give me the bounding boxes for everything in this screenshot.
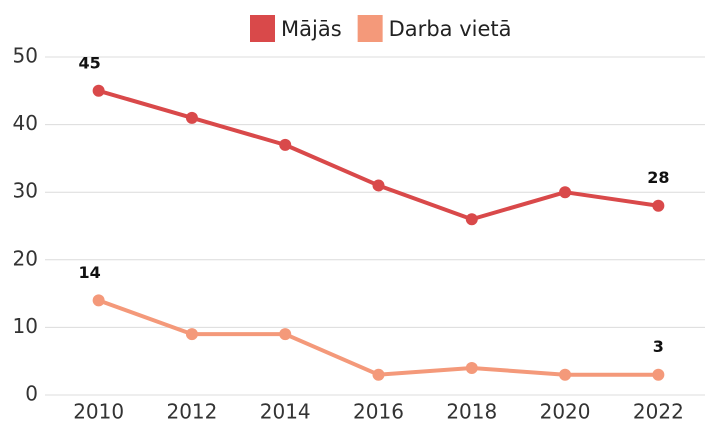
x-tick-label: 2012: [166, 400, 217, 424]
x-tick-label: 2022: [633, 400, 684, 424]
data-point: [279, 328, 292, 341]
data-point: [652, 199, 665, 212]
data-point: [652, 368, 665, 381]
data-point: [185, 328, 198, 341]
data-point: [559, 186, 572, 199]
legend-label: Mājās: [281, 17, 342, 41]
data-point: [465, 361, 478, 374]
data-label: 14: [79, 263, 101, 282]
y-tick-label: 10: [13, 314, 38, 338]
data-point: [559, 368, 572, 381]
data-label: 45: [79, 53, 101, 72]
data-point: [279, 138, 292, 151]
data-point: [92, 84, 105, 97]
data-label: 28: [647, 168, 669, 187]
data-point: [185, 111, 198, 124]
legend-label: Darba vietā: [389, 17, 512, 41]
y-tick-label: 40: [13, 111, 38, 135]
series-line: [97, 298, 659, 377]
legend-swatch: [250, 15, 275, 42]
data-label: 3: [653, 337, 664, 356]
data-point: [372, 368, 385, 381]
x-tick-label: 2020: [540, 400, 591, 424]
x-tick-label: 2014: [260, 400, 311, 424]
x-tick-label: 2010: [73, 400, 124, 424]
data-point: [92, 294, 105, 307]
legend-swatch: [357, 15, 383, 42]
y-tick-label: 20: [13, 246, 38, 270]
series-line: [98, 88, 659, 222]
y-tick-label: 0: [25, 382, 38, 406]
y-tick-label: 30: [13, 179, 38, 203]
x-tick-label: 2018: [446, 400, 497, 424]
x-tick-label: 2016: [353, 400, 404, 424]
data-point: [372, 179, 385, 192]
data-point: [465, 213, 478, 226]
y-tick-label: 50: [13, 44, 38, 68]
